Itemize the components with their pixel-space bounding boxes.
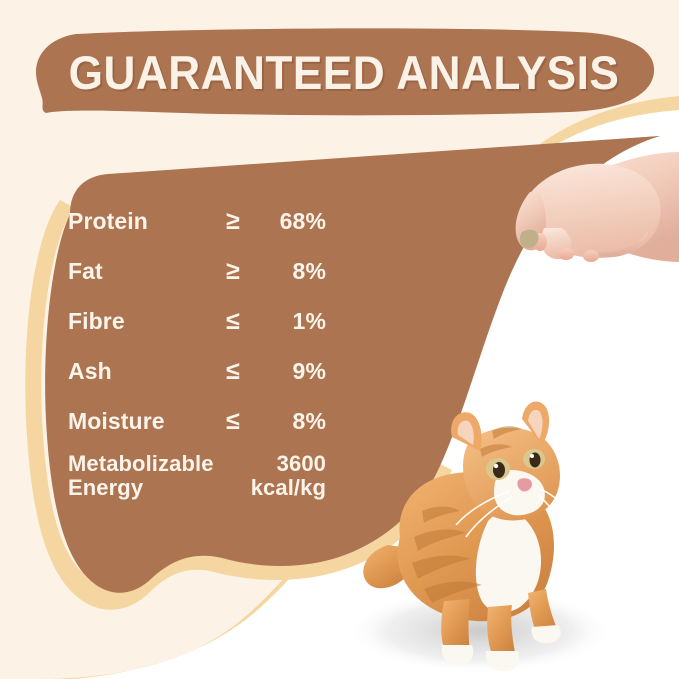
comparison-operator: ≤ (226, 356, 240, 385)
cat-whiskers (455, 488, 571, 538)
cat-ear-right-inner (528, 409, 543, 439)
table-row: Fibre ≤ 1% (68, 296, 326, 346)
page-title: GUARANTEED ANALYSIS (68, 45, 620, 99)
nutrient-label: Fat (68, 257, 103, 284)
cat-paw-right (485, 651, 520, 671)
nutrient-value: 9% (292, 357, 326, 384)
cat-paw-left (441, 645, 474, 665)
banner-shape (36, 28, 655, 116)
nutrient-value: 68% (279, 207, 326, 234)
header-banner: GUARANTEED ANALYSIS (30, 24, 658, 120)
comparison-operator: ≥ (226, 206, 240, 235)
cat-chest (475, 507, 542, 613)
nutrient-label: Moisture (68, 407, 165, 434)
energy-value-line2: kcal/kg (250, 474, 326, 500)
cat-hindpaw (531, 625, 561, 644)
cat-eye-highlight (493, 463, 499, 469)
table-row: Fat ≥ 8% (68, 246, 326, 296)
nutrient-value: 1% (292, 307, 326, 334)
curled-fingers (566, 230, 648, 258)
panel-body (45, 136, 660, 593)
nutrient-value: 8% (292, 257, 326, 284)
table-row-energy: Metabolizable Energy 3600 kcal/kg (68, 446, 326, 514)
energy-label-line2: Energy (68, 474, 144, 500)
energy-label-line1: Metabolizable (68, 451, 214, 476)
cat-ear-left-inner (457, 420, 474, 445)
cat-nose (517, 478, 532, 492)
orange-tabby-kitten (348, 401, 612, 673)
table-row: Protein ≥ 68% (68, 196, 326, 246)
guaranteed-analysis-table: Protein ≥ 68% Fat ≥ 8% Fibre ≤ 1% Ash ≤ … (68, 196, 326, 514)
panel-top-edge (70, 136, 660, 240)
cat-hindleg (528, 589, 558, 635)
comparison-operator: ≥ (226, 256, 240, 285)
energy-value-line1: 3600 (276, 451, 326, 476)
comparison-operator: ≤ (226, 306, 240, 335)
hand-holding-treat (515, 152, 679, 262)
energy-label: Metabolizable Energy (68, 452, 226, 500)
cat-foreleg-left (441, 599, 470, 653)
panel-outline (25, 200, 453, 610)
fingernail (558, 248, 574, 260)
nutrient-value: 8% (292, 407, 326, 434)
cat-foreleg-right (487, 605, 516, 659)
table-row: Moisture ≤ 8% (68, 396, 326, 446)
comparison-operator: ≤ (226, 406, 240, 435)
energy-value: 3600 kcal/kg (226, 452, 326, 500)
cat-eye-highlight (530, 454, 534, 458)
cat-muzzle (494, 469, 545, 516)
cat-treat-piece (519, 229, 539, 248)
fingernail (583, 250, 599, 262)
nutrient-label: Ash (68, 357, 112, 384)
table-row: Ash ≤ 9% (68, 346, 326, 396)
nutrient-label: Protein (68, 207, 148, 234)
nutrient-label: Fibre (68, 307, 125, 334)
cat-stripes (412, 426, 522, 603)
